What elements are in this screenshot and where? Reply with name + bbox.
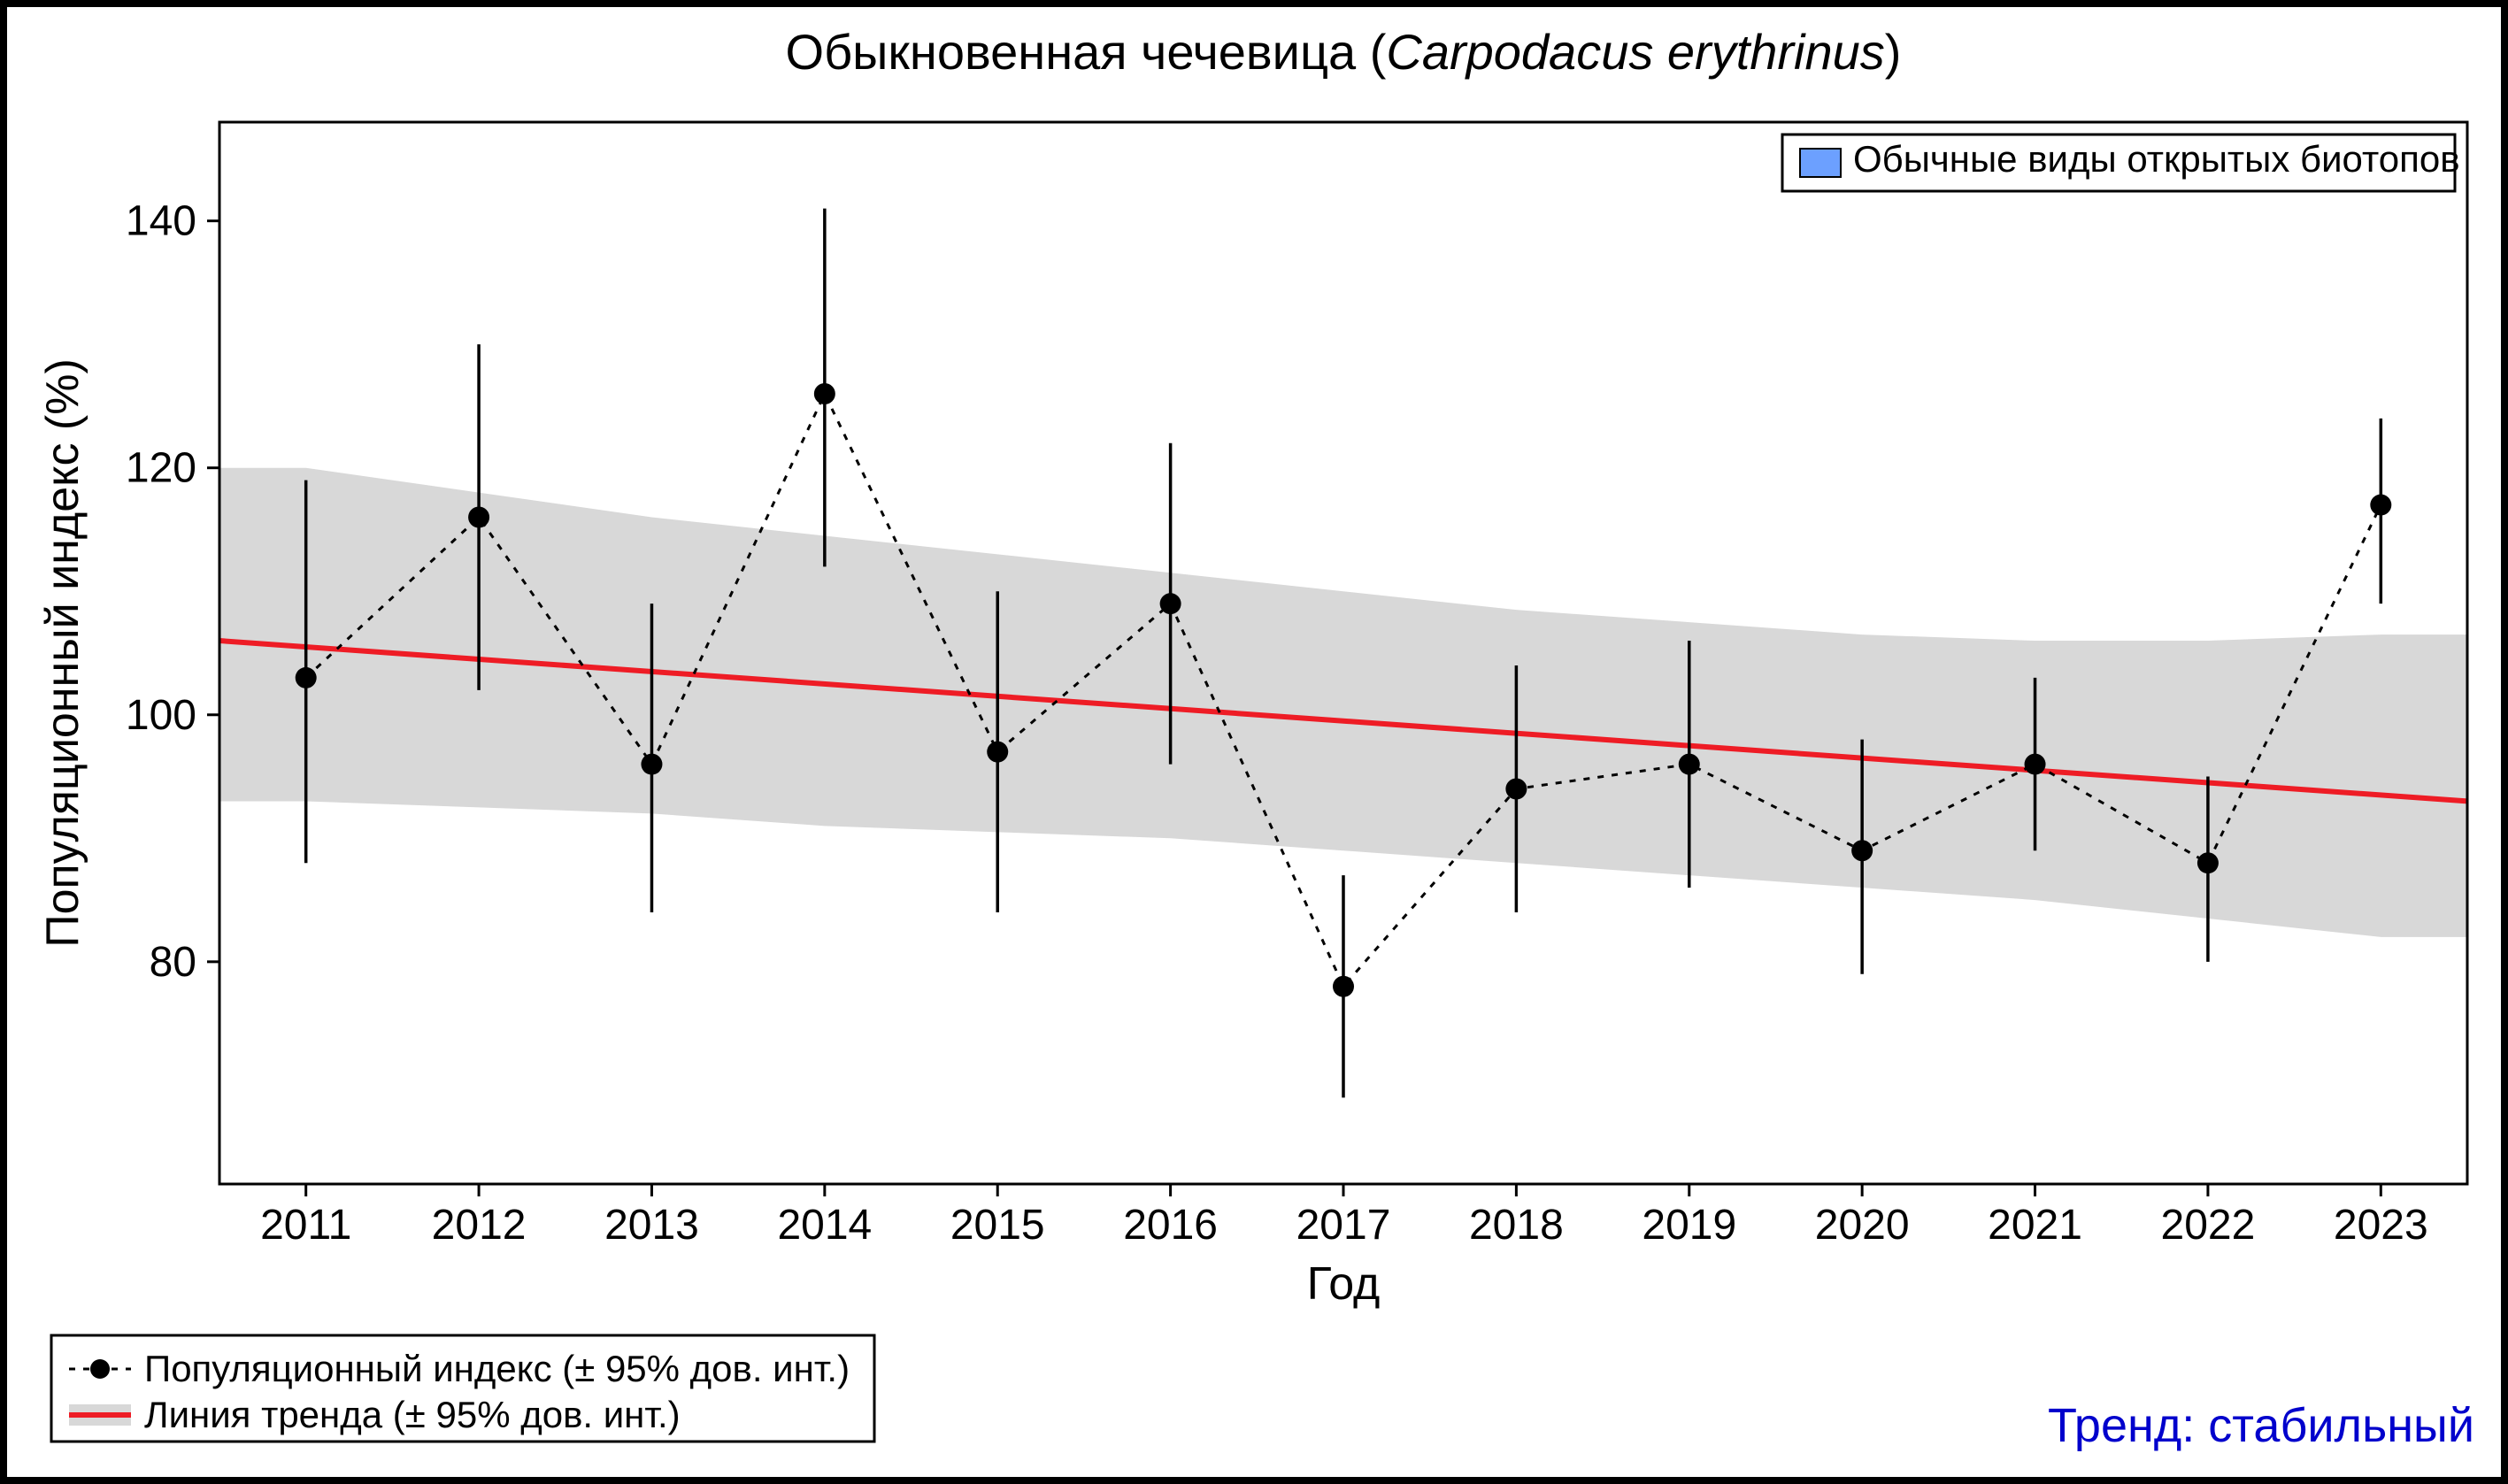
y-tick-label: 120 (126, 445, 196, 492)
data-point (1851, 840, 1873, 861)
data-point (2025, 754, 2046, 775)
population-index-chart: Обыкновенная чечевица (Carpodacus erythr… (7, 7, 2501, 1477)
legend-series: Популяционный индекс (± 95% дов. инт.) Ли… (51, 1335, 874, 1442)
data-point (1505, 778, 1527, 799)
habitat-swatch-icon (1800, 149, 1841, 177)
y-tick-label: 80 (150, 939, 196, 986)
x-tick-label: 2011 (260, 1202, 351, 1249)
y-axis-label: Популяционный индекс (%) (37, 358, 88, 948)
x-axis-label: Год (1307, 1258, 1381, 1310)
legend-habitat: Обычные виды открытых биотопов (1782, 135, 2460, 191)
chart-container: { "chart": { "type": "scatter-errorbar-t… (0, 0, 2508, 1484)
data-point (1679, 754, 1700, 775)
trend-annotation: Тренд: стабильный (2048, 1399, 2474, 1452)
data-point (2197, 852, 2219, 873)
x-tick-label: 2014 (777, 1202, 872, 1249)
legend-item2-label: Линия тренда (± 95% дов. инт.) (144, 1394, 681, 1435)
legend-marker-icon (90, 1359, 110, 1379)
x-tick-label: 2015 (950, 1202, 1045, 1249)
data-point (468, 507, 489, 528)
x-tick-label: 2012 (432, 1202, 527, 1249)
x-tick-label: 2013 (604, 1202, 699, 1249)
data-point (1333, 976, 1354, 997)
data-point (814, 383, 835, 404)
x-tick-label: 2021 (1988, 1202, 2082, 1249)
legend-item1-label: Популяционный индекс (± 95% дов. инт.) (144, 1348, 850, 1389)
legend-habitat-label: Обычные виды открытых биотопов (1853, 138, 2460, 180)
x-tick-label: 2020 (1815, 1202, 1910, 1249)
chart-title: Обыкновенная чечевица (Carpodacus erythr… (786, 24, 1902, 80)
x-tick-label: 2017 (1296, 1202, 1391, 1249)
x-tick-label: 2019 (1642, 1202, 1736, 1249)
trend-confidence-band (219, 468, 2467, 937)
data-point (2370, 495, 2391, 516)
data-point (641, 754, 662, 775)
data-point (987, 742, 1008, 763)
x-tick-label: 2022 (2161, 1202, 2256, 1249)
y-tick-label: 100 (126, 692, 196, 739)
data-point (1160, 593, 1181, 614)
x-tick-label: 2016 (1123, 1202, 1218, 1249)
data-point (296, 667, 317, 688)
x-tick-label: 2023 (2334, 1202, 2428, 1249)
x-tick-label: 2018 (1469, 1202, 1564, 1249)
y-tick-label: 140 (126, 198, 196, 245)
